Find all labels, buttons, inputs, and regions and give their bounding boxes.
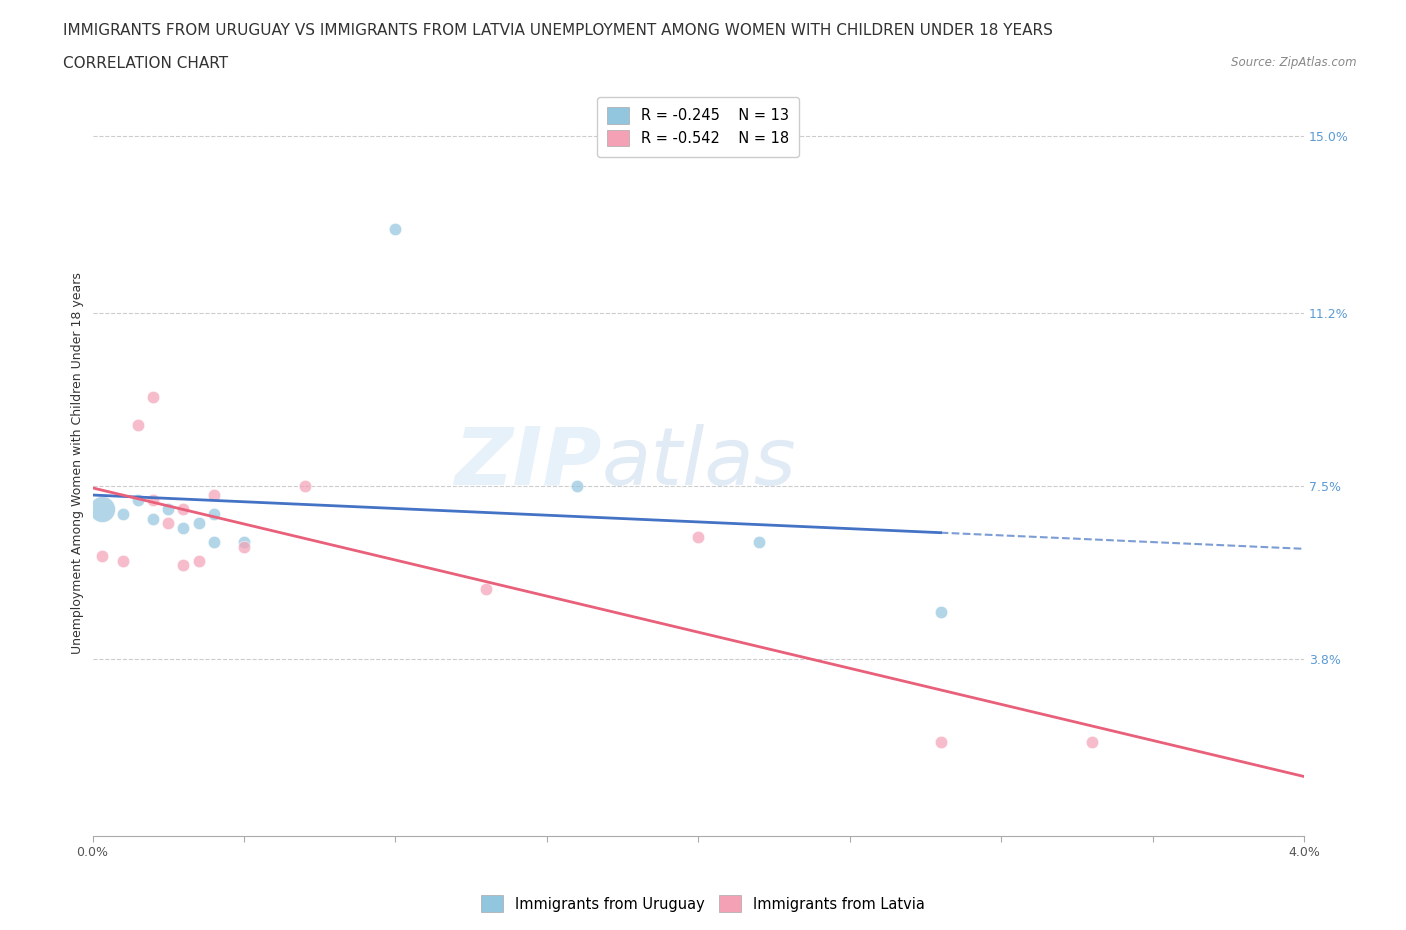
- Legend: Immigrants from Uruguay, Immigrants from Latvia: Immigrants from Uruguay, Immigrants from…: [475, 890, 931, 918]
- Point: [202, 507, 225, 522]
- Point: [187, 553, 209, 568]
- Point: [90, 549, 112, 564]
- Point: [111, 553, 134, 568]
- Point: [127, 418, 149, 432]
- Point: [157, 516, 180, 531]
- Point: [142, 493, 165, 508]
- Point: [202, 535, 225, 550]
- Point: [1081, 735, 1104, 750]
- Legend: R = -0.245    N = 13, R = -0.542    N = 18: R = -0.245 N = 13, R = -0.542 N = 18: [598, 97, 800, 156]
- Point: [929, 604, 952, 619]
- Point: [90, 502, 112, 517]
- Point: [748, 535, 770, 550]
- Text: IMMIGRANTS FROM URUGUAY VS IMMIGRANTS FROM LATVIA UNEMPLOYMENT AMONG WOMEN WITH : IMMIGRANTS FROM URUGUAY VS IMMIGRANTS FR…: [63, 23, 1053, 38]
- Point: [187, 516, 209, 531]
- Point: [157, 502, 180, 517]
- Point: [172, 521, 194, 536]
- Y-axis label: Unemployment Among Women with Children Under 18 years: Unemployment Among Women with Children U…: [72, 272, 84, 654]
- Text: CORRELATION CHART: CORRELATION CHART: [63, 56, 228, 71]
- Point: [567, 478, 589, 493]
- Text: Source: ZipAtlas.com: Source: ZipAtlas.com: [1232, 56, 1357, 69]
- Point: [142, 390, 165, 405]
- Text: ZIP: ZIP: [454, 423, 602, 501]
- Point: [172, 502, 194, 517]
- Point: [475, 581, 498, 596]
- Point: [172, 558, 194, 573]
- Point: [127, 493, 149, 508]
- Text: atlas: atlas: [602, 423, 796, 501]
- Point: [929, 735, 952, 750]
- Point: [233, 535, 256, 550]
- Point: [384, 222, 406, 237]
- Point: [233, 539, 256, 554]
- Point: [294, 478, 316, 493]
- Point: [142, 512, 165, 526]
- Point: [111, 507, 134, 522]
- Point: [688, 530, 710, 545]
- Point: [202, 488, 225, 503]
